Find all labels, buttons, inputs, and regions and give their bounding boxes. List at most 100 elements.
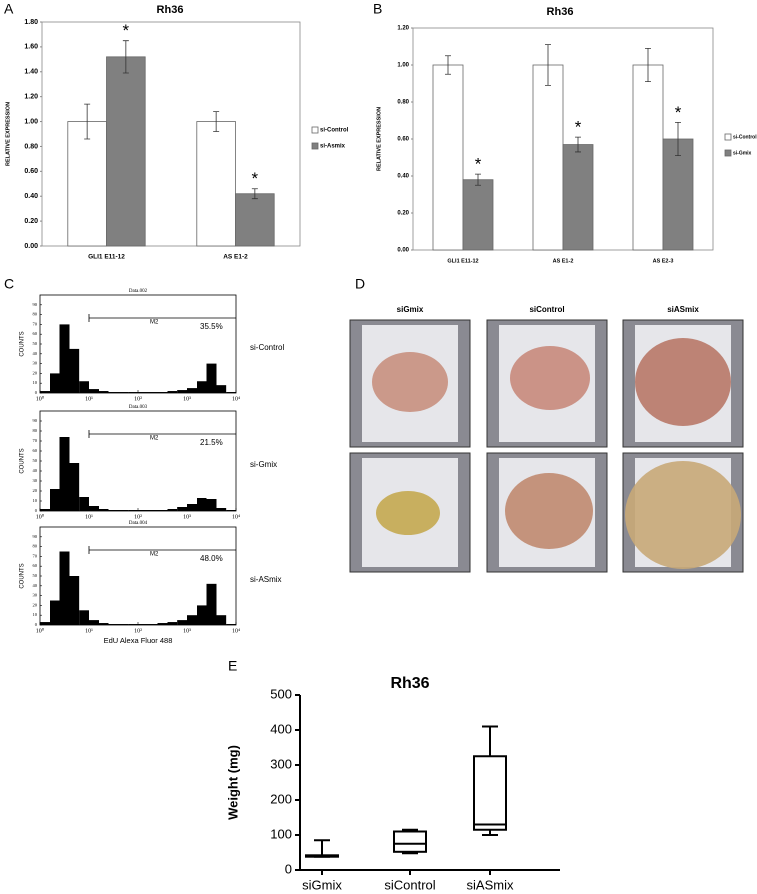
y-tick-label: 0.80 — [397, 100, 409, 106]
y-axis-label: Weight (mg) — [225, 745, 240, 820]
x-tick-label: AS E2-3 — [653, 258, 674, 264]
chart-title: Rh36 — [390, 675, 429, 692]
histogram-bar — [197, 381, 207, 393]
whisker-high — [314, 839, 330, 856]
histogram-bar — [59, 551, 70, 625]
x-tick-label: 10³ — [183, 514, 191, 520]
gate-percent: 35.5% — [200, 322, 223, 331]
error-bar — [84, 103, 91, 140]
x-tick-label: 10² — [134, 514, 142, 520]
y-tick-label: 0.80 — [24, 143, 38, 150]
y-tick-label: 10 — [33, 498, 38, 503]
y-tick-label: 40 — [33, 583, 38, 588]
x-tick-label: 10⁴ — [232, 396, 240, 402]
histogram-bar — [177, 390, 187, 393]
histogram-bar — [118, 392, 129, 393]
y-axis-label: COUNTS — [20, 331, 26, 356]
legend-swatch — [724, 133, 732, 141]
y-tick-label: 0 — [35, 390, 38, 395]
histogram-bar — [40, 622, 51, 625]
y-tick-label: 1.20 — [397, 26, 409, 32]
x-tick-label: 10¹ — [85, 396, 93, 402]
y-tick-label: 80 — [33, 544, 38, 549]
histogram-bar — [59, 437, 70, 511]
histogram-bar — [99, 509, 109, 511]
histogram-bar — [197, 498, 207, 511]
histogram-bar — [128, 624, 138, 625]
y-tick-label: 80 — [33, 428, 38, 433]
x-tick-label: AS E1-2 — [223, 254, 248, 261]
error-bar — [122, 40, 129, 74]
error-bar — [545, 44, 551, 86]
y-tick-label: 400 — [270, 721, 292, 736]
x-tick-label: 10¹ — [85, 628, 93, 634]
histogram-bar — [216, 508, 227, 511]
box — [473, 755, 507, 831]
y-tick-label: 0.40 — [24, 193, 38, 200]
y-tick-label: 0.20 — [397, 211, 409, 217]
histogram-bar — [177, 620, 187, 625]
tumor — [505, 473, 593, 549]
y-tick-label: 30 — [33, 478, 38, 483]
x-tick-label: GLI1 E11-12 — [447, 258, 478, 264]
y-tick-label: 90 — [33, 302, 38, 307]
y-tick-label: 0 — [285, 861, 292, 876]
x-axis-label: EdU Alexa Fluor 488 — [104, 636, 173, 645]
histogram-bar — [118, 624, 129, 625]
histogram-bar — [99, 391, 109, 393]
histogram-bar — [89, 620, 100, 625]
histogram-bar — [148, 510, 158, 511]
sample-label: si-Gmix — [250, 460, 277, 469]
bar — [632, 64, 664, 251]
tumor — [635, 338, 731, 426]
histogram-bar — [79, 610, 89, 625]
legend-label: si-Gmix — [733, 150, 752, 156]
histogram-bar — [50, 600, 60, 625]
histogram-bar — [89, 506, 100, 511]
chart-title: Rh36 — [157, 4, 184, 16]
histogram-bar — [226, 392, 236, 393]
error-bar — [213, 111, 220, 132]
bar — [67, 121, 107, 247]
y-tick-label: 20 — [33, 488, 38, 493]
histogram-bar — [157, 510, 168, 511]
column-label: siControl — [529, 305, 564, 314]
y-tick-label: 90 — [33, 418, 38, 423]
significance-marker: * — [123, 21, 130, 40]
gate-line — [88, 314, 236, 322]
y-tick-label: 0.20 — [24, 218, 38, 225]
histogram-bar — [128, 392, 138, 393]
whisker-high — [482, 725, 498, 757]
histogram-bar — [167, 391, 178, 393]
bar — [235, 193, 275, 247]
box — [393, 830, 427, 853]
x-tick-label: GLI1 E11-12 — [88, 254, 125, 261]
y-tick-label: 1.00 — [24, 118, 38, 125]
y-tick-label: 50 — [33, 341, 38, 346]
y-tick-label: 30 — [33, 593, 38, 598]
sample-label: si-ASmix — [250, 575, 282, 584]
y-tick-label: 500 — [270, 686, 292, 701]
y-tick-label: 1.60 — [24, 44, 38, 51]
x-tick-label: siControl — [384, 877, 435, 892]
histogram-bar — [40, 509, 51, 511]
histogram-bar — [50, 489, 60, 511]
histogram-bar — [167, 509, 178, 511]
chart-title: Rh36 — [547, 6, 574, 18]
y-tick-label: 50 — [33, 573, 38, 578]
significance-marker: * — [575, 118, 582, 137]
y-tick-label: 40 — [33, 351, 38, 356]
x-tick-label: 10² — [134, 396, 142, 402]
histogram-bar — [226, 510, 236, 511]
gate-percent: 21.5% — [200, 438, 223, 447]
histogram-bar — [50, 373, 60, 393]
y-tick-label: 50 — [33, 458, 38, 463]
bar — [562, 144, 594, 251]
histogram-bar — [138, 392, 149, 393]
histogram-bar — [157, 623, 168, 625]
x-tick-label: AS E1-2 — [553, 258, 574, 264]
y-tick-label: 60 — [33, 331, 38, 336]
y-tick-label: 20 — [33, 370, 38, 375]
histogram-bar — [69, 348, 80, 393]
